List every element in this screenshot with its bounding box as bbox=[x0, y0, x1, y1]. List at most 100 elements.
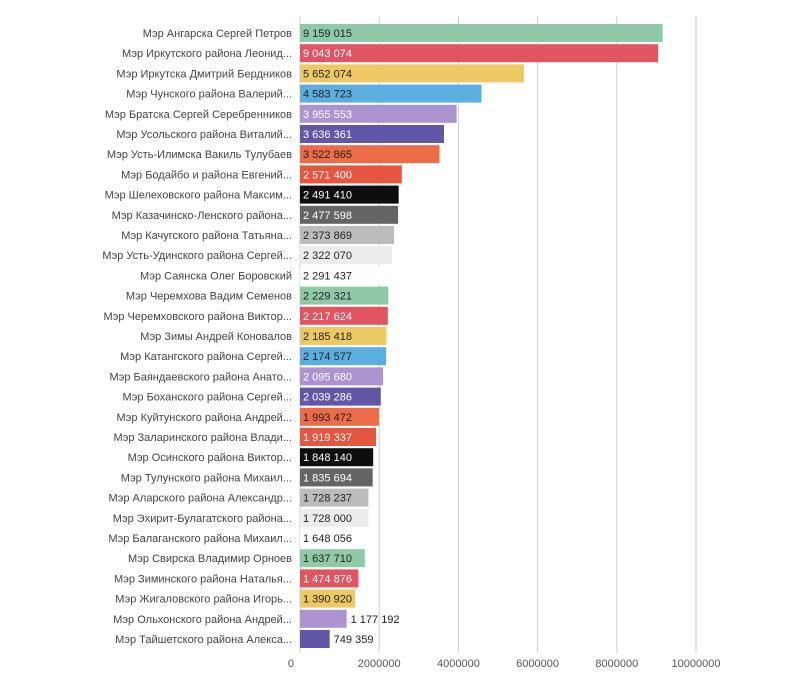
category-label: Мэр Жигаловского района Игорь... bbox=[115, 594, 292, 606]
category-label: Мэр Усольского района Виталий... bbox=[116, 129, 292, 141]
category-label: Мэр Казачинско-Ленского района... bbox=[112, 210, 292, 222]
value-label: 1 728 237 bbox=[303, 493, 352, 505]
bar bbox=[300, 125, 444, 143]
bar bbox=[300, 246, 392, 265]
value-label: 5 652 074 bbox=[303, 68, 352, 80]
x-tick-label: 6000000 bbox=[516, 658, 559, 670]
category-label: Мэр Качугского района Татьяна... bbox=[121, 230, 292, 242]
bar bbox=[300, 589, 356, 608]
value-label: 3 636 361 bbox=[303, 129, 352, 141]
category-label: Мэр Иркутска Дмитрий Бердников bbox=[116, 68, 292, 80]
bar bbox=[300, 205, 399, 224]
category-label: Мэр Заларинского района Влади... bbox=[113, 432, 292, 444]
category-label: Мэр Зимы Андрей Коновалов bbox=[140, 331, 292, 343]
bar bbox=[300, 508, 369, 527]
value-label: 2 185 418 bbox=[303, 331, 352, 343]
value-label: 1 993 472 bbox=[303, 412, 352, 424]
x-axis-ticks: 0 2000000 4000000 6000000 8000000 10000000 bbox=[288, 658, 721, 670]
value-label: 2 291 437 bbox=[303, 270, 352, 282]
category-label: Мэр Свирска Владимир Орноев bbox=[128, 553, 292, 565]
x-tick-label: 2000000 bbox=[358, 658, 401, 670]
category-label: Мэр Боханского района Сергей... bbox=[123, 392, 292, 404]
bars bbox=[300, 24, 663, 648]
bar bbox=[300, 549, 365, 568]
category-label: Мэр Чунского района Валерий... bbox=[126, 89, 292, 101]
bar bbox=[300, 327, 387, 345]
bar bbox=[300, 145, 440, 164]
x-tick-label: 10000000 bbox=[672, 658, 721, 670]
category-label: Мэр Черемховского района Виктор... bbox=[103, 311, 292, 323]
category-label: Мэр Балаганского района Михаил... bbox=[108, 533, 292, 545]
bar bbox=[300, 24, 663, 42]
value-label: 3 522 865 bbox=[303, 149, 352, 161]
value-label: 1 390 920 bbox=[303, 594, 352, 606]
bar bbox=[300, 44, 659, 63]
bar bbox=[300, 104, 457, 123]
category-label: Мэр Эхирит-Булагатского района... bbox=[113, 513, 292, 525]
value-label: 2 477 598 bbox=[303, 210, 352, 222]
x-tick-label: 0 bbox=[288, 658, 294, 670]
value-label: 1 848 140 bbox=[303, 452, 352, 464]
value-label: 2 174 577 bbox=[303, 351, 352, 363]
category-labels: Мэр Ангарска Сергей Петров Мэр Иркутского… bbox=[102, 28, 292, 646]
x-tick-label: 4000000 bbox=[437, 658, 480, 670]
value-label: 2 571 400 bbox=[303, 169, 352, 181]
bar bbox=[300, 609, 347, 628]
bar bbox=[300, 569, 359, 588]
x-tick-label: 8000000 bbox=[595, 658, 638, 670]
bar bbox=[300, 488, 369, 507]
value-label: 1 474 876 bbox=[303, 573, 352, 585]
bar bbox=[300, 266, 391, 285]
bar bbox=[300, 286, 389, 305]
value-label: 1 648 056 bbox=[303, 533, 352, 545]
value-label: 1 919 337 bbox=[303, 432, 352, 444]
value-label: 4 583 723 bbox=[303, 89, 352, 101]
bar bbox=[300, 468, 373, 487]
bar bbox=[300, 387, 381, 406]
category-label: Мэр Шелеховского района Максим... bbox=[105, 190, 292, 202]
bar bbox=[300, 185, 399, 204]
category-label: Мэр Аларского района Александр... bbox=[108, 493, 292, 505]
bar bbox=[300, 529, 366, 547]
value-label: 2 217 624 bbox=[303, 311, 352, 323]
value-label: 2 229 321 bbox=[303, 291, 352, 303]
value-label: 1 637 710 bbox=[303, 553, 352, 565]
value-label: 1 835 694 bbox=[303, 472, 352, 484]
category-label: Мэр Бодайбо и района Евгений... bbox=[121, 169, 292, 181]
value-label: 9 159 015 bbox=[303, 28, 352, 40]
category-label: Мэр Саянска Олег Боровский bbox=[140, 270, 292, 282]
category-label: Мэр Тайшетского района Алекса... bbox=[115, 634, 292, 646]
bar bbox=[300, 407, 379, 426]
category-label: Мэр Ангарска Сергей Петров bbox=[143, 28, 292, 40]
category-label: Мэр Иркутского района Леонид... bbox=[122, 48, 292, 60]
bar bbox=[300, 64, 524, 83]
category-label: Мэр Катангского района Сергей... bbox=[120, 351, 292, 363]
value-label: 2 095 680 bbox=[303, 371, 352, 383]
value-label: 2 039 286 bbox=[303, 392, 352, 404]
value-label: 3 955 553 bbox=[303, 109, 352, 121]
value-label: 2 322 070 bbox=[303, 250, 352, 262]
category-label: Мэр Братска Сергей Серебренников bbox=[105, 109, 292, 121]
value-label: 2 491 410 bbox=[303, 190, 352, 202]
category-label: Мэр Черемхова Вадим Семенов bbox=[126, 291, 292, 303]
category-label: Мэр Ольхонского района Андрей... bbox=[113, 614, 292, 626]
category-label: Мэр Зиминского района Наталья... bbox=[114, 573, 292, 585]
category-label: Мэр Усть-Илимска Вакиль Тулубаев bbox=[107, 149, 292, 161]
value-label: 749 359 bbox=[334, 634, 374, 646]
bar bbox=[300, 347, 387, 366]
category-label: Мэр Баяндаевского района Анато... bbox=[109, 371, 292, 383]
value-label: 1 177 192 bbox=[351, 614, 400, 626]
value-label: 2 373 869 bbox=[303, 230, 352, 242]
bar bbox=[300, 630, 330, 648]
category-label: Мэр Осинского района Виктор... bbox=[128, 452, 292, 464]
bar bbox=[300, 448, 374, 467]
category-label: Мэр Куйтунского района Андрей... bbox=[117, 412, 292, 424]
bar bbox=[300, 165, 402, 184]
value-label: 9 043 074 bbox=[303, 48, 352, 60]
bar bbox=[300, 306, 388, 325]
bar bbox=[300, 428, 377, 446]
value-labels: 9 159 015 9 043 074 5 652 074 4 583 723 3 95… bbox=[303, 28, 400, 646]
bar bbox=[300, 84, 482, 103]
bar bbox=[300, 367, 383, 386]
